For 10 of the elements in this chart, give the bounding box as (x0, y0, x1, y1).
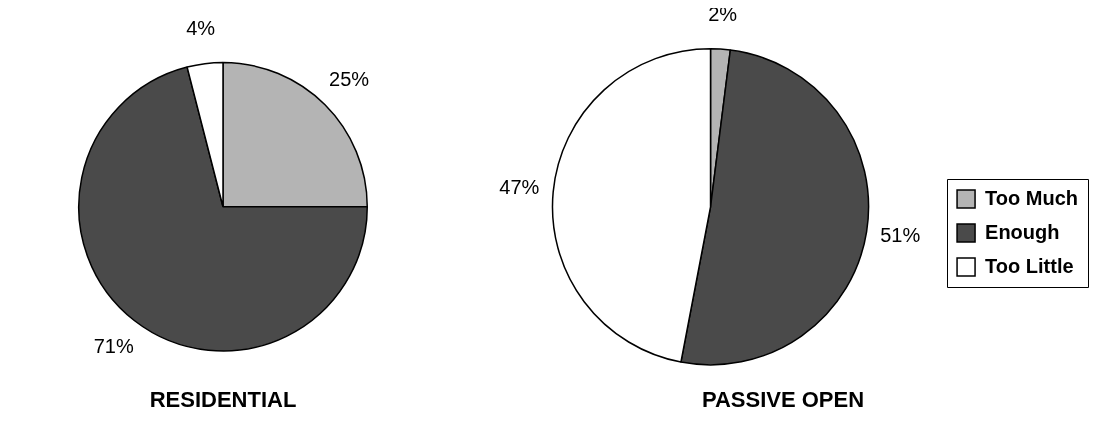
legend-label: Too Little (985, 254, 1074, 277)
slice-label: RESIDENTIAL (149, 386, 297, 412)
data-label: 25% (329, 68, 370, 91)
legend-label: Too Much (985, 186, 1079, 209)
data-label: 51% (880, 224, 921, 247)
legend-label: Enough (985, 220, 1060, 243)
data-label: 71% (93, 335, 134, 358)
data-label: 4% (186, 17, 216, 40)
slice-label: PASSIVE OPEN (701, 386, 865, 412)
data-label: 47% (499, 176, 540, 199)
